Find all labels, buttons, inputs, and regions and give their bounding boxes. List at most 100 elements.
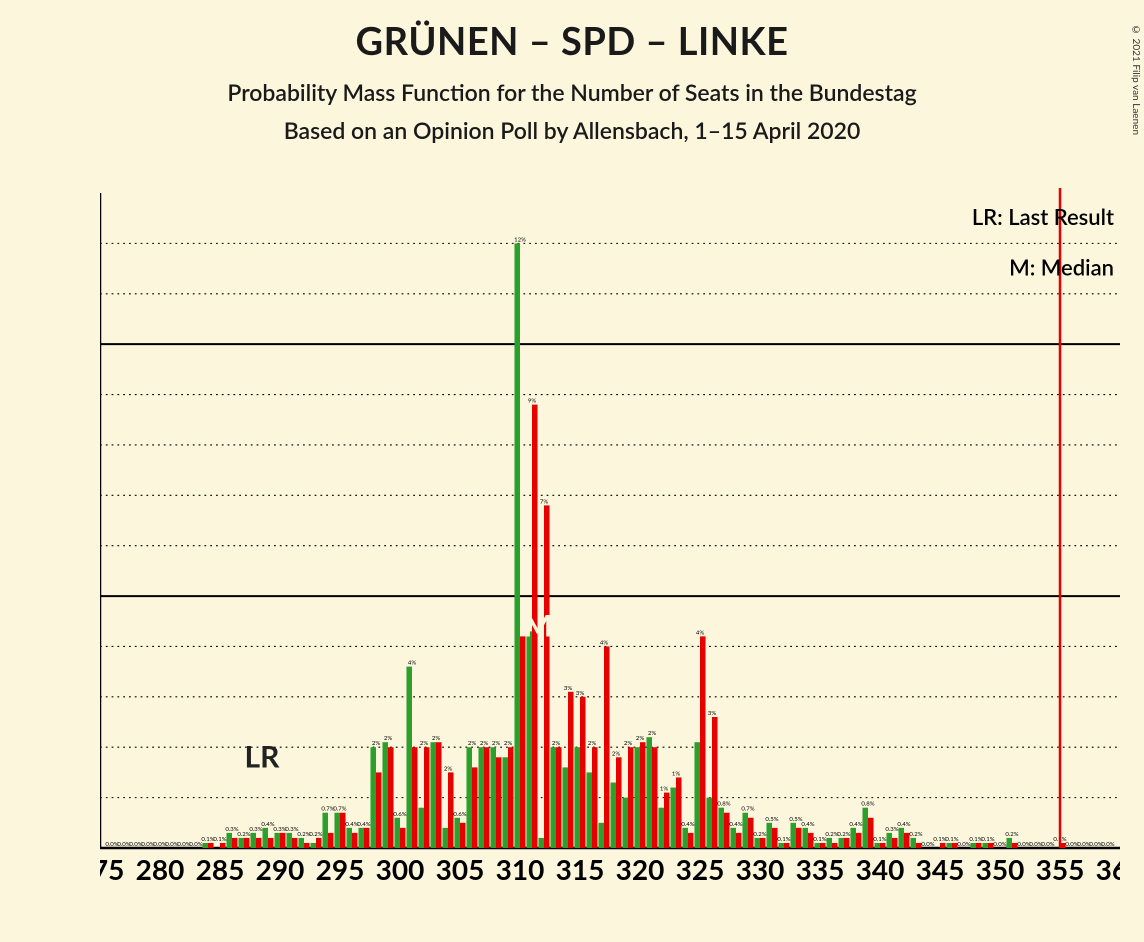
x-tick-label: 290 (256, 852, 305, 886)
bar-green (502, 757, 508, 848)
bar-green (742, 813, 748, 848)
legend-median: M: Median (1009, 254, 1114, 281)
bar-red (844, 838, 850, 848)
bar-green (802, 828, 808, 848)
bar-red (472, 767, 478, 848)
chart-title: GRÜNEN – SPD – LINKE (0, 18, 1144, 64)
bar-green (514, 243, 520, 848)
bar-red (460, 823, 466, 848)
bar-value-label: 0.0% (1101, 841, 1114, 848)
bar-green (418, 808, 424, 848)
bar-value-label: 4% (600, 639, 608, 646)
bar-value-label: 2% (636, 735, 644, 742)
bar-red (820, 843, 826, 848)
bar-value-label: 2% (420, 740, 428, 747)
bar-value-label: 3% (564, 685, 572, 692)
bar-value-label: 2% (492, 740, 500, 747)
legend-last-result: LR: Last Result (972, 203, 1114, 230)
bar-red (352, 833, 358, 848)
bar-value-label: 0.4% (897, 821, 910, 828)
bar-red (580, 697, 586, 848)
bar-value-label: 0.4% (681, 821, 694, 828)
x-tick-label: 340 (856, 852, 905, 886)
bar-red (604, 646, 610, 848)
bar-value-label: 3% (708, 710, 716, 717)
bar-green (706, 798, 712, 848)
bar-green (766, 823, 772, 848)
bar-value-label: 12% (514, 236, 526, 243)
bar-red (424, 747, 430, 848)
bar-green (490, 747, 496, 848)
bar-green (346, 828, 352, 848)
bar-red (736, 833, 742, 848)
x-tick-label: 310 (496, 852, 545, 886)
bar-green (526, 631, 532, 848)
bar-value-label: 0.6% (453, 811, 466, 818)
bar-green (358, 828, 364, 848)
bar-value-label: 0.8% (717, 801, 730, 808)
bar-green (874, 843, 880, 848)
bar-red (316, 838, 322, 848)
bar-red (340, 813, 346, 848)
bar-red (268, 838, 274, 848)
bar-red (208, 843, 214, 848)
bar-red (244, 838, 250, 848)
bar-value-label: 2% (372, 740, 380, 747)
bar-value-label: 2% (444, 765, 452, 772)
bar-green (274, 833, 280, 848)
bar-green (310, 843, 316, 848)
bar-value-label: 0.0% (993, 841, 1006, 848)
bar-value-label: 4% (696, 629, 704, 636)
bar-green (334, 813, 340, 848)
bar-green (406, 667, 412, 848)
bar-value-label: 7% (540, 498, 548, 505)
bar-green (718, 808, 724, 848)
bar-value-label: 0.4% (801, 821, 814, 828)
bar-value-label: 2% (504, 740, 512, 747)
bar-red (376, 772, 382, 848)
bar-value-label: 0.2% (1005, 831, 1018, 838)
bar-red (496, 757, 502, 848)
bar-green (754, 838, 760, 848)
bar-green (322, 813, 328, 848)
bar-value-label: 2% (552, 740, 560, 747)
bar-red (652, 747, 658, 848)
bar-red (664, 793, 670, 848)
bar-value-label: 2% (612, 750, 620, 757)
bar-green (226, 833, 232, 848)
bar-value-label: 0.2% (837, 831, 850, 838)
x-tick-label: 325 (676, 852, 725, 886)
bar-red (256, 838, 262, 848)
bar-red (412, 747, 418, 848)
bar-red (856, 833, 862, 848)
x-tick-label: 275 (100, 852, 124, 886)
bar-red (880, 843, 886, 848)
x-tick-label: 280 (136, 852, 185, 886)
bar-red (868, 818, 874, 848)
bar-red (796, 828, 802, 848)
bar-green (826, 838, 832, 848)
bar-red (940, 843, 946, 848)
bar-green (910, 838, 916, 848)
bar-green (478, 747, 484, 848)
bar-red (484, 747, 490, 848)
bar-red (832, 843, 838, 848)
bar-green (586, 772, 592, 848)
bar-value-label: 0.4% (729, 821, 742, 828)
bar-green (886, 833, 892, 848)
bar-red (388, 747, 394, 848)
bar-red (760, 838, 766, 848)
bar-red (304, 843, 310, 848)
bar-green (286, 833, 292, 848)
bar-value-label: 0.7% (741, 806, 754, 813)
bar-red (520, 636, 526, 848)
bar-green (622, 798, 628, 848)
bar-value-label: 0.2% (753, 831, 766, 838)
bar-value-label: 1% (672, 770, 680, 777)
bar-green (262, 828, 268, 848)
bar-value-label: 0.2% (309, 831, 322, 838)
bar-red (700, 636, 706, 848)
bar-red (556, 747, 562, 848)
bar-green (250, 833, 256, 848)
bar-value-label: 2% (624, 740, 632, 747)
